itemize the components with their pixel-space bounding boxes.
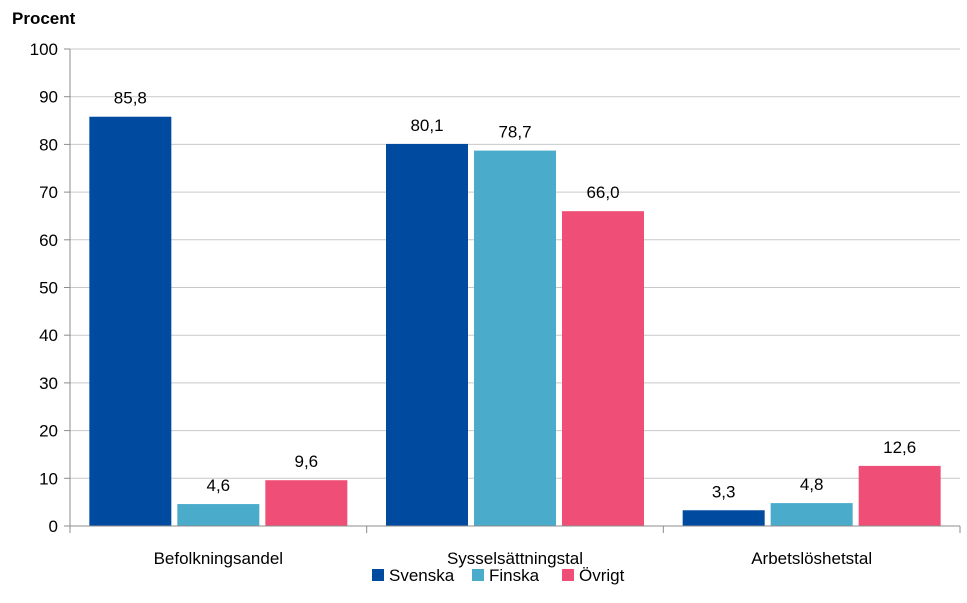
legend-swatch-finska — [472, 569, 484, 581]
data-label: 78,7 — [498, 123, 531, 142]
bar-övrigt — [562, 211, 644, 526]
legend-label: Övrigt — [579, 566, 625, 585]
y-tick-label: 90 — [39, 88, 58, 107]
legend: Svenska Finska Övrigt — [372, 566, 625, 585]
legend-swatch-svenska — [372, 569, 384, 581]
y-tick-label: 70 — [39, 183, 58, 202]
data-label: 80,1 — [410, 116, 443, 135]
y-tick-label: 80 — [39, 135, 58, 154]
bar-svenska — [682, 510, 765, 526]
x-category-label: Befolkningsandel — [154, 549, 283, 568]
y-axis: 0 10 20 30 40 50 60 70 80 90 100 — [30, 40, 71, 536]
y-tick-label: 50 — [39, 279, 58, 298]
data-label: 4,8 — [800, 475, 824, 494]
bar-finska — [770, 503, 853, 526]
bar-finska — [474, 150, 556, 526]
y-tick-label: 0 — [49, 517, 58, 536]
y-tick-label: 10 — [39, 469, 58, 488]
bars: 85,8 4,6 9,6 80,1 78,7 66,0 3,3 4,8 12,6 — [89, 89, 941, 526]
legend-label: Finska — [489, 566, 540, 585]
x-axis: Befolkningsandel Sysselsättningstal Arbets… — [69, 525, 961, 568]
bar-svenska — [386, 143, 468, 526]
y-tick-label: 60 — [39, 231, 58, 250]
legend-swatch-övrigt — [562, 569, 574, 581]
y-tick-label: 100 — [30, 40, 58, 59]
x-category-label: Sysselsättningstal — [447, 549, 583, 568]
x-category-label: Arbetslöshetstal — [751, 549, 872, 568]
data-label: 12,6 — [883, 438, 916, 457]
legend-label: Svenska — [389, 566, 455, 585]
data-label: 9,6 — [295, 452, 319, 471]
y-axis-unit-label: Procent — [12, 9, 76, 28]
bar-svenska — [89, 116, 172, 526]
data-label: 85,8 — [114, 89, 147, 108]
bar-finska — [177, 504, 260, 526]
y-tick-label: 30 — [39, 374, 58, 393]
y-tick-label: 40 — [39, 326, 58, 345]
data-label: 4,6 — [207, 476, 231, 495]
bar-övrigt — [265, 480, 348, 526]
data-label: 3,3 — [712, 482, 736, 501]
bar-övrigt — [858, 465, 941, 526]
y-tick-label: 20 — [39, 422, 58, 441]
data-label: 66,0 — [586, 183, 619, 202]
